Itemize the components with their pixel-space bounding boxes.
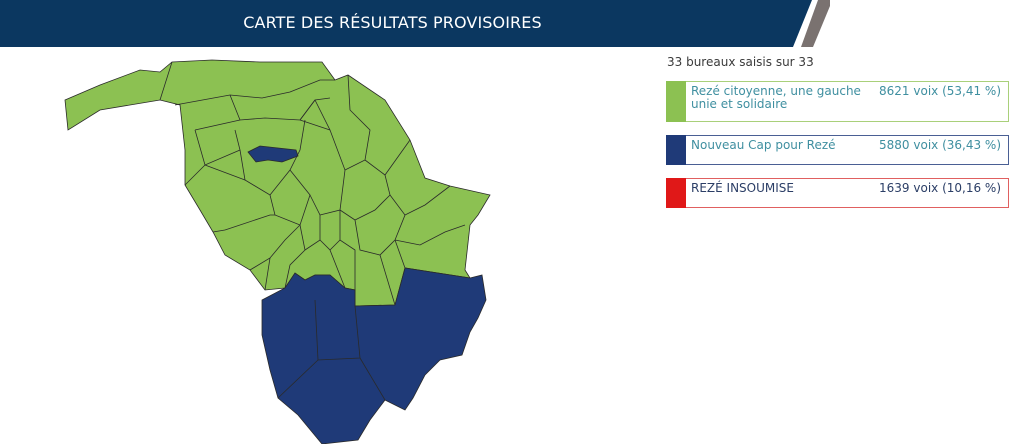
map-region-navy[interactable] (261, 267, 487, 445)
legend-swatch-navy (666, 135, 686, 165)
district-boundaries-south (277, 299, 386, 401)
district-map (0, 47, 640, 445)
district-boundaries (159, 61, 466, 306)
legend-votes: 8621 voix (53,41 %) (879, 84, 1001, 98)
legend-item-reze-insoumise[interactable]: REZÉ INSOUMISE 1639 voix (10,16 %) (666, 178, 1009, 208)
legend-name: REZÉ INSOUMISE (691, 181, 794, 195)
legend-item-rezé-citoyenne[interactable]: Rezé citoyenne, une gauche unie et solid… (666, 81, 1009, 122)
legend-swatch-green (666, 81, 686, 122)
legend-votes: 1639 voix (10,16 %) (879, 181, 1001, 195)
page-title: CARTE DES RÉSULTATS PROVISOIRES (243, 13, 542, 32)
header-banner: CARTE DES RÉSULTATS PROVISOIRES (0, 0, 830, 47)
legend-name: Rezé citoyenne, une gauche unie et solid… (691, 84, 861, 111)
map-district-navy-small[interactable] (247, 145, 299, 163)
legend-name: Nouveau Cap pour Rezé (691, 138, 836, 152)
banner-shape (0, 0, 830, 47)
map-svg (64, 59, 491, 445)
legend-item-nouveau-cap[interactable]: Nouveau Cap pour Rezé 5880 voix (36,43 %… (666, 135, 1009, 165)
map-region-green[interactable] (64, 59, 491, 307)
offices-counter: 33 bureaux saisis sur 33 (667, 55, 814, 69)
legend-votes: 5880 voix (36,43 %) (879, 138, 1001, 152)
legend-swatch-red (666, 178, 686, 208)
